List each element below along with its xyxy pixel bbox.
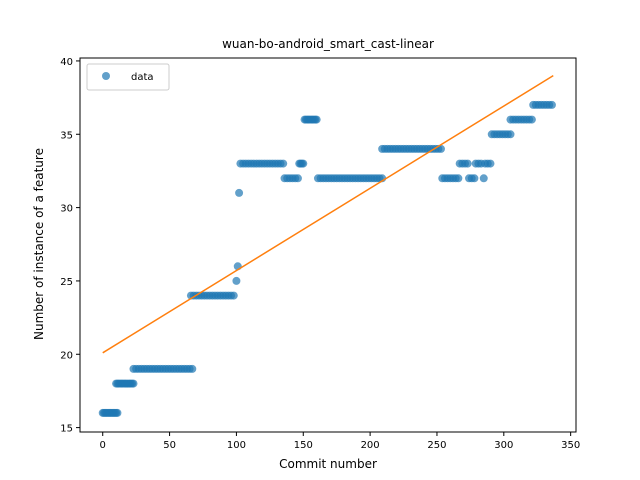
y-tick-label: 20 — [60, 350, 73, 361]
data-point — [299, 159, 308, 168]
data-point — [129, 379, 138, 388]
axes-frame — [79, 57, 577, 433]
legend: data — [86, 63, 170, 91]
x-tick-label: 200 — [361, 440, 380, 451]
x-tick-label: 350 — [561, 440, 580, 451]
y-tick-label: 30 — [60, 204, 73, 215]
legend-frame — [86, 63, 170, 91]
data-point — [188, 364, 197, 373]
data-point — [527, 115, 536, 124]
plot-area: 0 50 100 150 200 250 300 350 15 20 25 30 35 40 — [60, 57, 580, 451]
fit-line — [102, 74, 554, 354]
data-point — [235, 188, 244, 197]
x-tick-label: 150 — [294, 440, 313, 451]
data-point — [312, 115, 321, 124]
x-tick-label: 0 — [100, 440, 106, 451]
data-point — [279, 159, 288, 168]
data-point — [470, 174, 479, 183]
data-point — [232, 276, 241, 285]
y-tick-label: 40 — [60, 57, 73, 68]
x-tick-label: 250 — [427, 440, 446, 451]
data-point — [436, 144, 445, 153]
y-tick-label: 25 — [60, 277, 73, 288]
data-point — [479, 174, 488, 183]
x-axis-label: Commit number — [279, 457, 377, 471]
y-axis-label: Number of instance of a feature — [32, 148, 46, 340]
legend-marker — [102, 72, 110, 80]
data-point — [229, 291, 238, 300]
data-point — [293, 174, 302, 183]
x-tick-label: 100 — [227, 440, 246, 451]
data-point — [506, 130, 515, 139]
y-tick-label: 35 — [60, 130, 73, 141]
data-point — [463, 159, 472, 168]
x-tick-label: 50 — [163, 440, 176, 451]
chart-title: wuan-bo-android_smart_cast-linear — [222, 37, 434, 51]
y-tick-label: 15 — [60, 424, 73, 435]
legend-label-data: data — [131, 72, 154, 83]
data-point — [486, 159, 495, 168]
data-point — [547, 100, 556, 109]
data-point — [113, 408, 122, 417]
data-point — [454, 174, 463, 183]
x-tick-label: 300 — [494, 440, 513, 451]
